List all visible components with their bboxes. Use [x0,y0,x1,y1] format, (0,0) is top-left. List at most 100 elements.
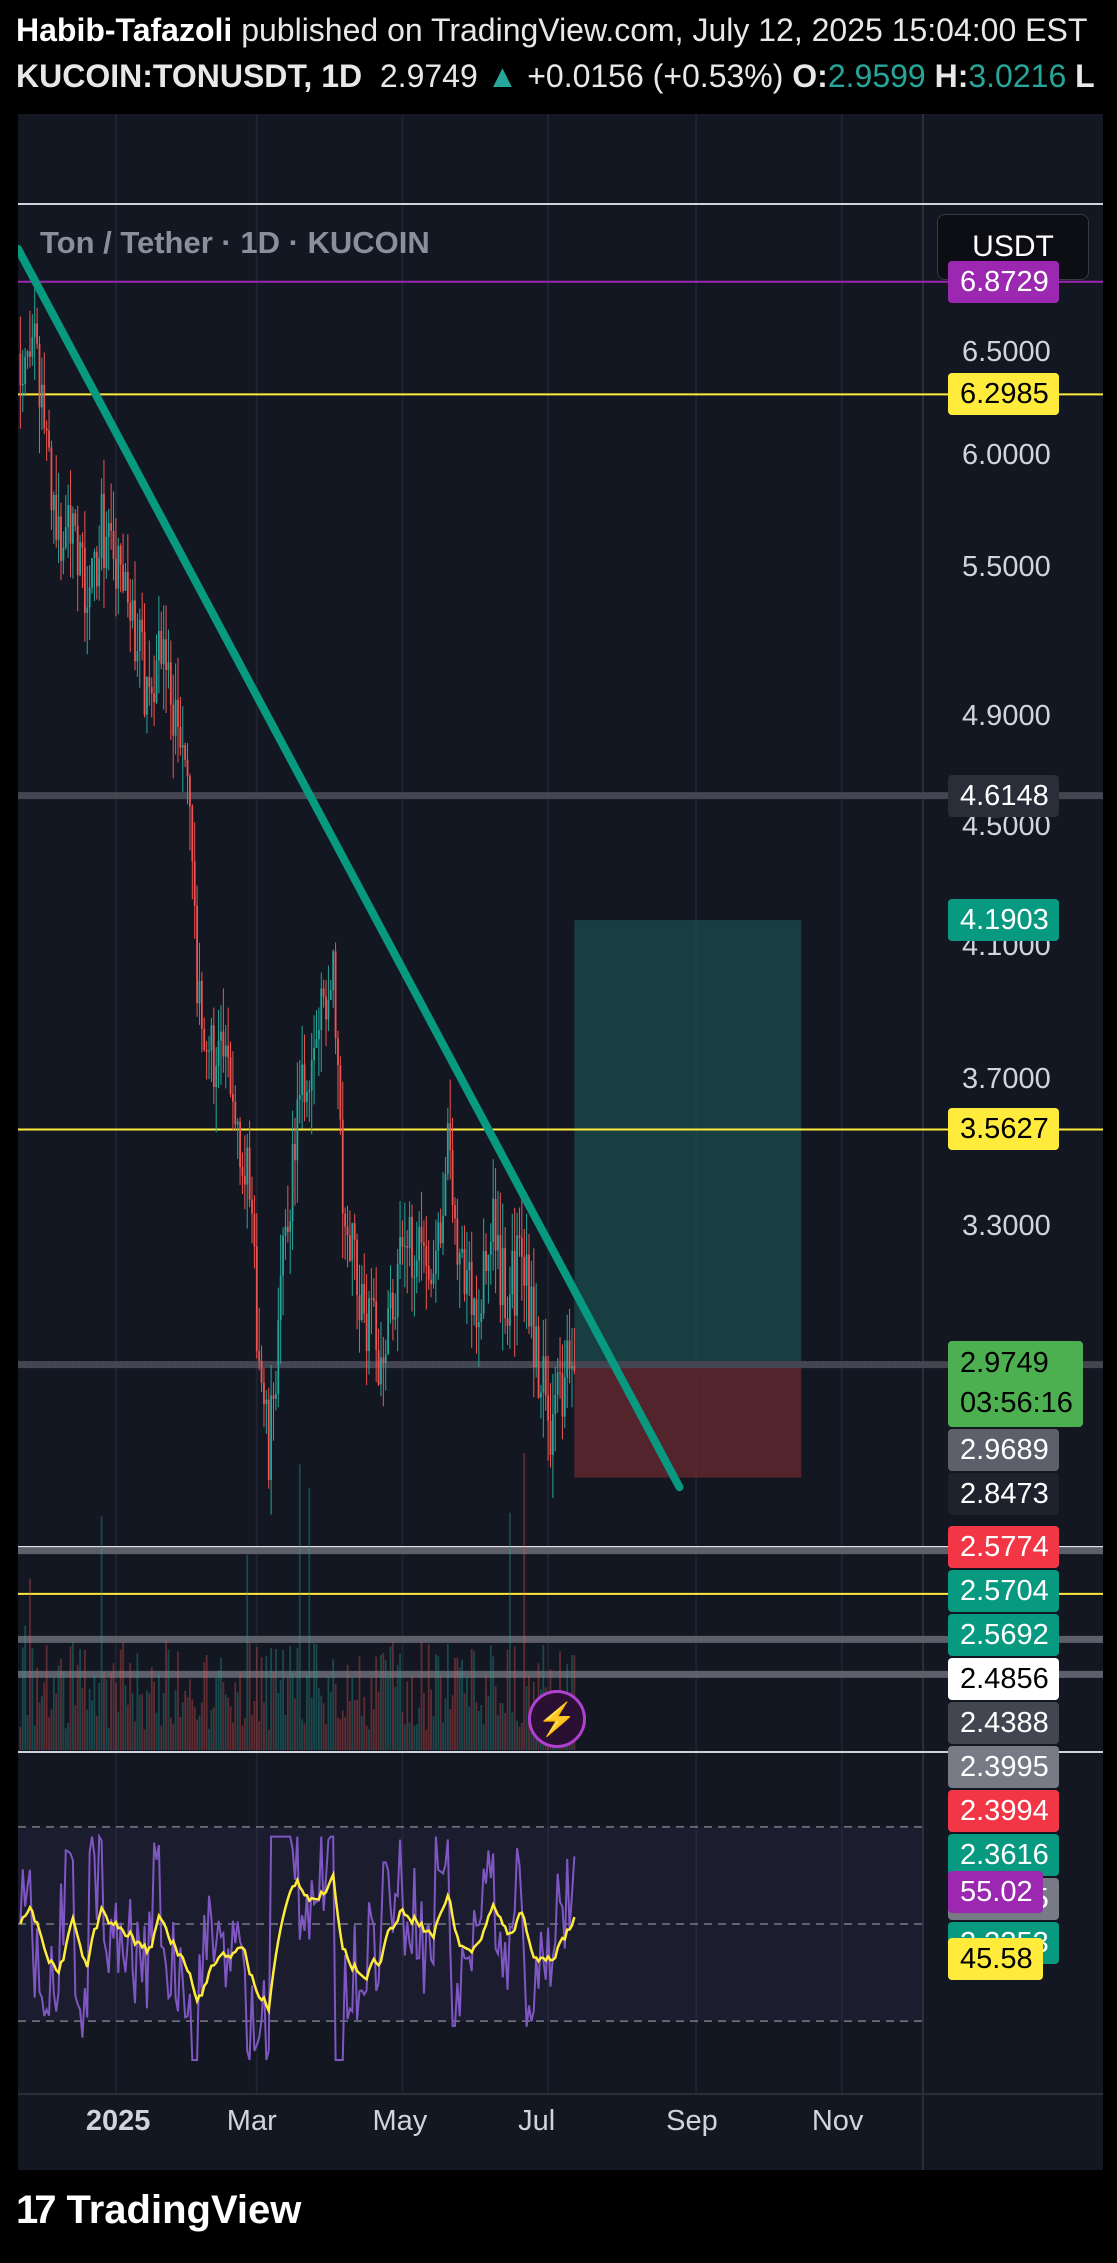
candle-body [408,1217,411,1248]
candle-body [535,1326,538,1368]
volume-bar [236,1692,239,1750]
price-axis-label: 6.5000 [962,335,1051,368]
volume-bar [334,1683,337,1750]
volume-bar [150,1667,153,1750]
candle-body [83,547,86,613]
volume-bar [246,1554,249,1750]
candle-body [413,1276,416,1278]
volume-bar [21,1647,24,1750]
candle-body [103,493,105,568]
time-axis-label: Sep [666,2105,718,2137]
candle-body [198,980,201,1004]
candle-body [317,1029,320,1040]
price-axis-label: 3.3000 [962,1210,1051,1243]
rsi-line [19,1833,576,2061]
volume-bar [260,1657,263,1750]
candle-body [571,1366,573,1369]
volume-bar [375,1656,378,1750]
candle-body [473,1298,475,1315]
candle-body [451,1150,454,1206]
candle-body [463,1248,466,1295]
volume-bar [444,1698,447,1750]
candle-body [437,1222,440,1251]
candle-body [177,699,179,727]
volume-bar [212,1707,215,1750]
candle-body [229,1057,232,1094]
candle-body [64,527,67,548]
chart-panel[interactable] [16,112,1105,2172]
candle-body [189,776,191,807]
volume-bar [24,1625,27,1750]
volume-bar [124,1685,127,1750]
candle-body [563,1377,566,1417]
volume-bar [26,1714,29,1750]
publish-info: published on TradingView.com, July 12, 2… [241,12,1088,48]
volume-bar [391,1642,394,1750]
price-change: +0.0156 (+0.53%) [527,58,784,94]
candle-body [234,1101,237,1125]
candle-body [138,619,141,652]
chart-canvas[interactable] [18,114,1103,2170]
volume-bar [427,1644,430,1750]
volume-bar [401,1712,404,1750]
candle-body [215,1065,218,1087]
candle-body [169,662,172,705]
author-name[interactable]: Habib-Tafazoli [16,12,233,48]
candle-body [403,1245,406,1247]
volume-bar [122,1642,124,1750]
candle-body [329,990,332,1000]
candle-body [224,1045,227,1057]
price-tag: 6.8729 [948,260,1059,303]
candle-body [258,1350,261,1361]
volume-bar [74,1705,77,1750]
volume-bar [43,1682,46,1750]
candle-body [267,1399,270,1480]
volume-bar [303,1723,306,1750]
volume-bar [489,1645,492,1750]
volume-bar [119,1649,122,1750]
volume-bar [141,1694,144,1750]
candle-body [458,1252,461,1265]
volume-bar [33,1725,36,1750]
volume-bar [461,1659,464,1750]
volume-bar [317,1688,320,1750]
volume-bar [511,1712,514,1750]
candle-body [442,1215,444,1244]
candle-body [193,861,196,906]
candle-body [115,558,117,589]
candle-body [434,1250,437,1274]
volume-bar [396,1665,399,1750]
tradingview-footer: 17 TradingView [16,2188,301,2233]
candle-body [112,530,115,559]
volume-bar [372,1708,375,1750]
volume-bar [468,1706,471,1750]
candle-body [29,351,31,357]
candle-body [131,600,134,621]
candle-body [308,1090,311,1093]
candle-body [487,1254,490,1271]
volume-bar [196,1719,198,1750]
candle-body [184,745,187,760]
volume-bar [365,1725,368,1750]
candle-body [508,1294,511,1326]
price-tag: 6.2985 [948,373,1059,416]
price-tag: 2.4856 [948,1658,1059,1701]
volume-bar [162,1693,165,1750]
symbol-legend[interactable]: Ton / Tether · 1D · KUCOIN [40,225,430,260]
symbol-name[interactable]: KUCOIN:TONUSDT, 1D [16,58,363,94]
volume-bar [530,1724,533,1750]
volume-bar [155,1712,158,1750]
time-axis-label: Jul [518,2105,556,2137]
candle-body [420,1226,423,1243]
candle-body [537,1326,540,1398]
volume-bar [227,1697,230,1750]
tradingview-logo-icon: 17 [16,2188,56,2232]
candle-body [525,1254,528,1286]
volume-bar [296,1647,299,1750]
volume-bar [470,1648,473,1750]
volume-bar [274,1649,277,1750]
candle-body [511,1250,514,1295]
lightning-bolt-icon[interactable]: ⚡ [528,1690,586,1748]
volume-bar [277,1693,280,1750]
candle-body [105,536,108,568]
